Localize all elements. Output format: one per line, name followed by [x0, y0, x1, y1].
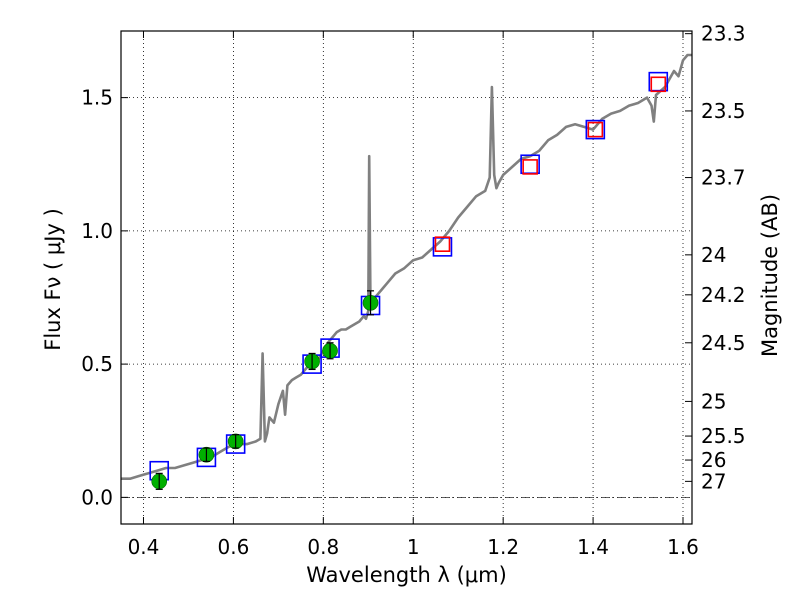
mag-tick-label: 27	[701, 469, 726, 493]
square-marker	[587, 121, 604, 138]
mag-tick-label: 23.7	[701, 166, 746, 190]
spectrum-layer	[121, 53, 692, 481]
mag-tick-label: 24.5	[701, 331, 746, 355]
mag-tick-label: 23.5	[701, 99, 746, 123]
plot-frame	[120, 30, 693, 525]
right-axis-title: Magnitude (AB)	[758, 194, 782, 357]
square-marker	[585, 119, 606, 140]
square-marker	[522, 159, 538, 175]
x-tick-label: 0.8	[307, 535, 339, 559]
y-tick-label: 1.0	[81, 219, 113, 243]
x-axis-title: Wavelength λ (μm)	[306, 563, 507, 587]
mag-tick-label: 23.3	[701, 22, 746, 46]
mag-tick-label: 24.2	[701, 283, 746, 307]
marker-layer	[149, 71, 669, 490]
mag-tick-label: 25	[701, 389, 726, 413]
x-tick-label: 1.6	[667, 535, 699, 559]
spectrum-line	[121, 53, 692, 481]
mag-tick-label: 26	[701, 448, 726, 472]
mag-tick-label: 25.5	[701, 424, 746, 448]
y-tick-label: 0.0	[81, 485, 113, 509]
x-tick-label: 0.4	[128, 535, 160, 559]
square-marker	[650, 76, 667, 93]
x-tick-label: 1	[407, 535, 420, 559]
x-tick-label: 1.4	[577, 535, 609, 559]
y-tick-label: 1.5	[81, 86, 113, 110]
x-tick-label: 1.2	[487, 535, 519, 559]
square-marker	[434, 236, 451, 252]
x-tick-label: 0.6	[217, 535, 249, 559]
mag-tick-label: 24	[701, 243, 726, 267]
y-tick-label: 0.5	[81, 352, 113, 376]
y-axis-title: Flux Fν ( μJy )	[41, 208, 65, 351]
tick-layer: 0.4 0.6 0.8 1 1.2 1.4 1.6 0.0 0.5 1.0 1.5 23.3 23.5 2…	[81, 22, 745, 559]
